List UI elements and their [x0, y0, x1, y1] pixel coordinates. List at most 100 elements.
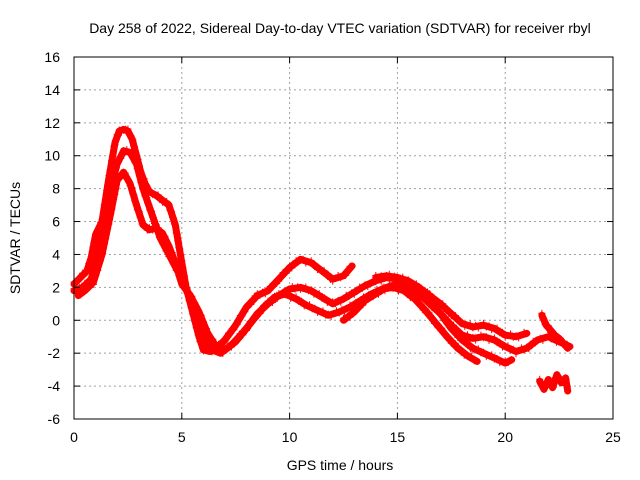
data-point-marker	[277, 273, 285, 281]
data-point-marker	[197, 311, 205, 319]
data-point-marker	[90, 276, 98, 284]
data-point-marker	[130, 142, 138, 150]
data-point-marker	[117, 154, 125, 162]
data-point-marker	[105, 215, 113, 223]
data-point-marker	[480, 319, 488, 327]
data-point-marker	[447, 323, 455, 330]
data-point-marker	[147, 207, 155, 215]
data-point-marker	[85, 284, 93, 291]
data-point-marker	[189, 298, 197, 306]
data-point-marker	[504, 342, 512, 350]
data-point-marker	[136, 173, 144, 181]
x-tick-label: 25	[605, 429, 621, 445]
data-point-marker	[194, 305, 202, 313]
data-point-marker	[123, 146, 131, 154]
data-point-marker	[426, 299, 434, 307]
data-point-marker	[559, 337, 567, 345]
data-point-marker	[131, 158, 139, 166]
data-point-marker	[77, 291, 84, 299]
data-point-marker	[235, 316, 243, 324]
data-point-marker	[99, 250, 107, 257]
data-point-marker	[501, 357, 509, 365]
data-point-marker	[485, 322, 493, 330]
y-tick-label: 16	[44, 49, 60, 65]
data-point-marker	[130, 143, 138, 150]
x-tick-label: 20	[497, 429, 513, 445]
data-point-marker	[209, 335, 217, 343]
data-point-marker	[207, 335, 215, 343]
data-point-marker	[111, 169, 119, 177]
data-point-marker	[134, 207, 142, 215]
data-point-marker	[135, 208, 143, 216]
data-point-marker	[248, 318, 256, 326]
data-point-marker	[268, 283, 276, 291]
grid-layer	[74, 57, 613, 419]
data-point-marker	[168, 249, 176, 256]
y-axis-label: SDTVAR / TECUs	[7, 182, 23, 294]
data-point-marker	[198, 317, 206, 325]
data-point-marker	[350, 308, 358, 316]
data-point-marker	[204, 328, 212, 336]
data-point-marker	[110, 195, 118, 203]
data-point-marker	[192, 305, 200, 313]
data-point-marker	[412, 280, 420, 288]
data-point-marker	[249, 296, 257, 304]
data-point-marker	[307, 257, 315, 265]
data-point-marker	[482, 333, 490, 341]
data-point-marker	[342, 271, 350, 279]
data-point-marker	[299, 255, 307, 263]
data-point-marker	[129, 152, 137, 160]
data-point-marker	[196, 337, 204, 345]
data-point-marker	[490, 334, 498, 342]
data-point-marker	[542, 381, 550, 389]
data-point-marker	[181, 284, 189, 292]
series-track-1	[70, 125, 356, 355]
data-point-marker	[445, 334, 453, 342]
data-point-marker	[425, 309, 433, 317]
data-point-marker	[191, 299, 199, 307]
data-point-marker	[564, 387, 572, 395]
data-point-marker	[292, 293, 300, 301]
data-point-marker	[128, 135, 136, 143]
data-point-marker	[493, 324, 501, 332]
data-point-marker	[452, 312, 460, 320]
data-point-marker	[171, 260, 179, 268]
data-point-marker	[430, 294, 438, 302]
data-point-marker	[221, 338, 229, 346]
data-point-marker	[112, 164, 120, 172]
data-point-marker	[525, 345, 533, 353]
data-point-marker	[496, 338, 504, 346]
data-point-marker	[377, 287, 385, 295]
data-point-marker	[178, 257, 186, 265]
data-point-marker	[340, 295, 347, 303]
data-point-marker	[128, 151, 136, 159]
data-point-marker	[538, 309, 546, 317]
data-point-marker	[108, 200, 116, 208]
data-point-marker	[120, 147, 128, 155]
data-point-marker	[358, 284, 366, 292]
data-point-marker	[527, 341, 535, 349]
data-point-marker	[131, 197, 139, 205]
data-point-marker	[480, 348, 488, 356]
data-point-marker	[138, 220, 146, 228]
data-point-marker	[315, 290, 323, 298]
y-tick-label: 14	[44, 82, 60, 98]
data-point-marker	[439, 300, 447, 308]
data-point-marker	[443, 305, 451, 313]
data-point-marker	[228, 325, 236, 333]
data-point-marker	[212, 344, 220, 352]
data-point-marker	[432, 319, 440, 327]
data-point-marker	[474, 345, 482, 353]
data-point-marker	[369, 293, 377, 301]
y-tick-label: 4	[52, 246, 60, 262]
series-track-2	[70, 146, 481, 365]
data-point-marker	[234, 334, 241, 341]
data-point-marker	[102, 235, 110, 243]
data-point-marker	[127, 183, 135, 191]
data-point-marker	[104, 225, 112, 233]
y-tick-label: 0	[52, 312, 60, 328]
y-tick-label: 8	[52, 181, 60, 197]
data-point-marker	[499, 328, 506, 336]
data-point-marker	[125, 131, 133, 139]
